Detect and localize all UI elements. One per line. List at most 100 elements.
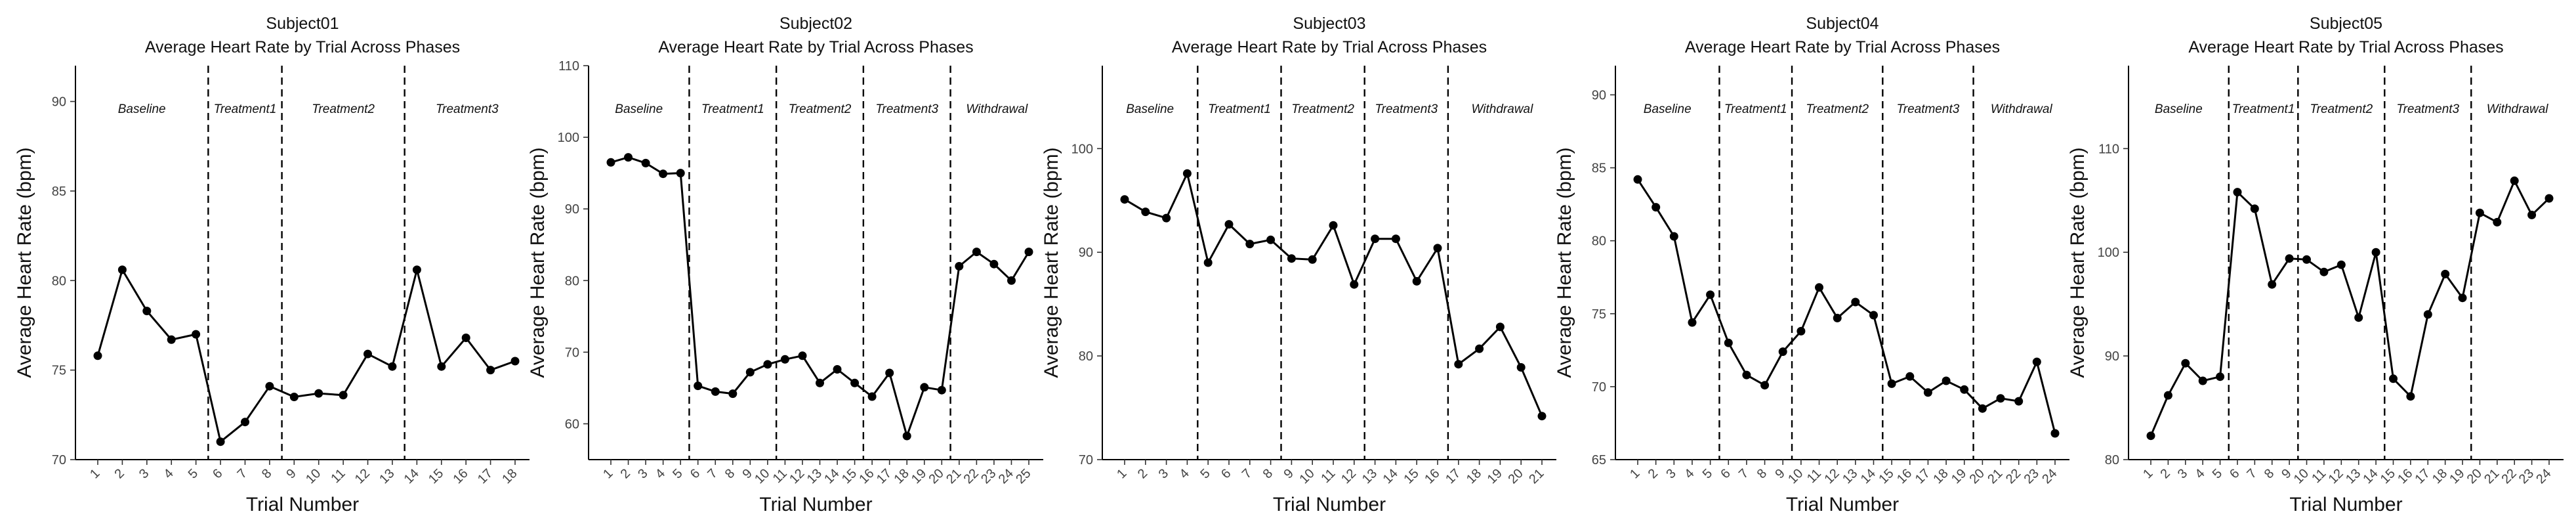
x-tick-label: 4 [1682,466,1697,481]
x-tick-label: 8 [1260,466,1276,481]
x-tick-label: 16 [1422,466,1442,487]
x-tick-label: 3 [136,466,152,481]
y-tick-label: 80 [52,274,66,288]
phase-label: Treatment2 [1291,102,1354,116]
data-point [510,357,520,366]
data-point [659,169,668,179]
x-tick-label: 2 [2158,466,2173,481]
data-point [1851,297,1860,307]
data-point [2354,313,2363,322]
x-tick-label: 11 [328,466,348,486]
data-point [1350,280,1359,289]
data-point [2527,210,2537,219]
y-axis-label: Average Heart Rate (bpm) [1041,147,1062,378]
data-point [1308,255,1317,264]
y-tick-label: 100 [2098,246,2119,260]
chart-subtitle: Average Heart Rate by Trial Across Phase… [1685,38,2000,56]
x-tick-label: 6 [1218,466,1234,481]
x-tick-label: 14 [402,466,422,487]
x-axis-label: Trial Number [759,494,872,515]
x-tick-label: 5 [186,466,201,481]
data-point [339,391,348,400]
phase-label: Withdrawal [1991,102,2053,116]
x-tick-label: 1 [2140,466,2155,481]
phase-label: Baseline [118,102,166,116]
phase-label: Baseline [1126,102,1174,116]
y-tick-label: 85 [52,185,66,199]
data-point [2545,194,2554,203]
data-point [1475,344,1484,353]
data-point [711,387,720,396]
data-point [1778,347,1787,357]
chart-panel-3: Subject03 Average Heart Rate by Trial Acr… [1041,14,1556,515]
x-tick-label: 15 [1401,466,1421,487]
series-line [2150,178,2550,437]
x-tick-label: 7 [1736,466,1751,481]
chart-panel-5: Subject05 Average Heart Rate by Trial Acr… [2067,14,2564,515]
x-tick-label: 14 [1381,466,1401,487]
x-tick-label: 15 [426,466,446,487]
y-axis-label: Average Heart Rate (bpm) [2067,147,2088,378]
y-tick-label: 85 [1592,162,1606,176]
phase-label: Treatment3 [2396,102,2459,116]
data-point [2475,208,2484,217]
x-tick-label: 3 [1156,466,1171,481]
x-tick-label: 9 [2279,466,2294,481]
data-point [2163,391,2172,400]
y-axis-label: Average Heart Rate (bpm) [527,147,549,378]
data-point [624,153,633,162]
y-tick-label: 110 [2098,142,2119,156]
data-point [2406,392,2415,401]
x-tick-label: 11 [1804,466,1824,486]
y-tick-label: 100 [558,131,579,145]
data-point [902,431,911,441]
y-tick-label: 70 [1592,380,1606,395]
data-point [2458,294,2467,303]
data-point [2181,359,2190,368]
x-tick-label: 10 [1785,466,1806,487]
phase-label: Treatment3 [875,102,938,116]
x-tick-label: 6 [688,466,703,481]
y-tick-label: 90 [2105,349,2119,364]
chart-subtitle: Average Heart Rate by Trial Across Phase… [145,38,460,56]
chart-title: Subject05 [2310,14,2382,33]
y-tick-label: 100 [1071,142,1093,156]
data-point [2050,429,2060,438]
x-tick-label: 8 [1755,466,1770,481]
data-point [1797,326,1806,336]
data-point [1706,290,1715,299]
x-tick-label: 6 [2227,466,2242,481]
data-point [216,437,225,446]
x-tick-label: 21 [1526,466,1547,487]
y-tick-label: 110 [558,59,579,74]
x-tick-label: 1 [1627,466,1642,481]
data-point [885,368,894,378]
data-point [1329,221,1338,230]
data-point [1024,248,1033,257]
x-tick-label: 5 [1197,466,1213,481]
data-point [241,418,249,427]
phase-label: Treatment3 [1897,102,1960,116]
data-point [1923,388,1932,397]
data-point [1007,276,1016,285]
x-tick-label: 11 [1318,466,1338,486]
x-tick-label: 3 [2175,466,2190,481]
x-tick-label: 6 [210,466,225,481]
x-tick-label: 1 [1114,466,1129,481]
data-point [2146,431,2155,441]
phase-label: Treatment3 [436,102,499,116]
y-tick-label: 80 [2105,453,2119,468]
data-point [1391,234,1400,244]
x-tick-label: 16 [450,466,470,487]
x-tick-label: 10 [1297,466,1317,487]
x-tick-label: 3 [635,466,650,481]
x-tick-label: 7 [2244,466,2259,481]
data-point [745,368,755,377]
data-point [437,362,446,371]
phase-label: Treatment1 [701,102,764,116]
x-tick-label: 7 [1239,466,1255,481]
x-tick-label: 4 [653,466,668,481]
x-tick-label: 8 [259,466,274,481]
data-point [167,335,176,344]
x-axis-label: Trial Number [246,494,359,515]
